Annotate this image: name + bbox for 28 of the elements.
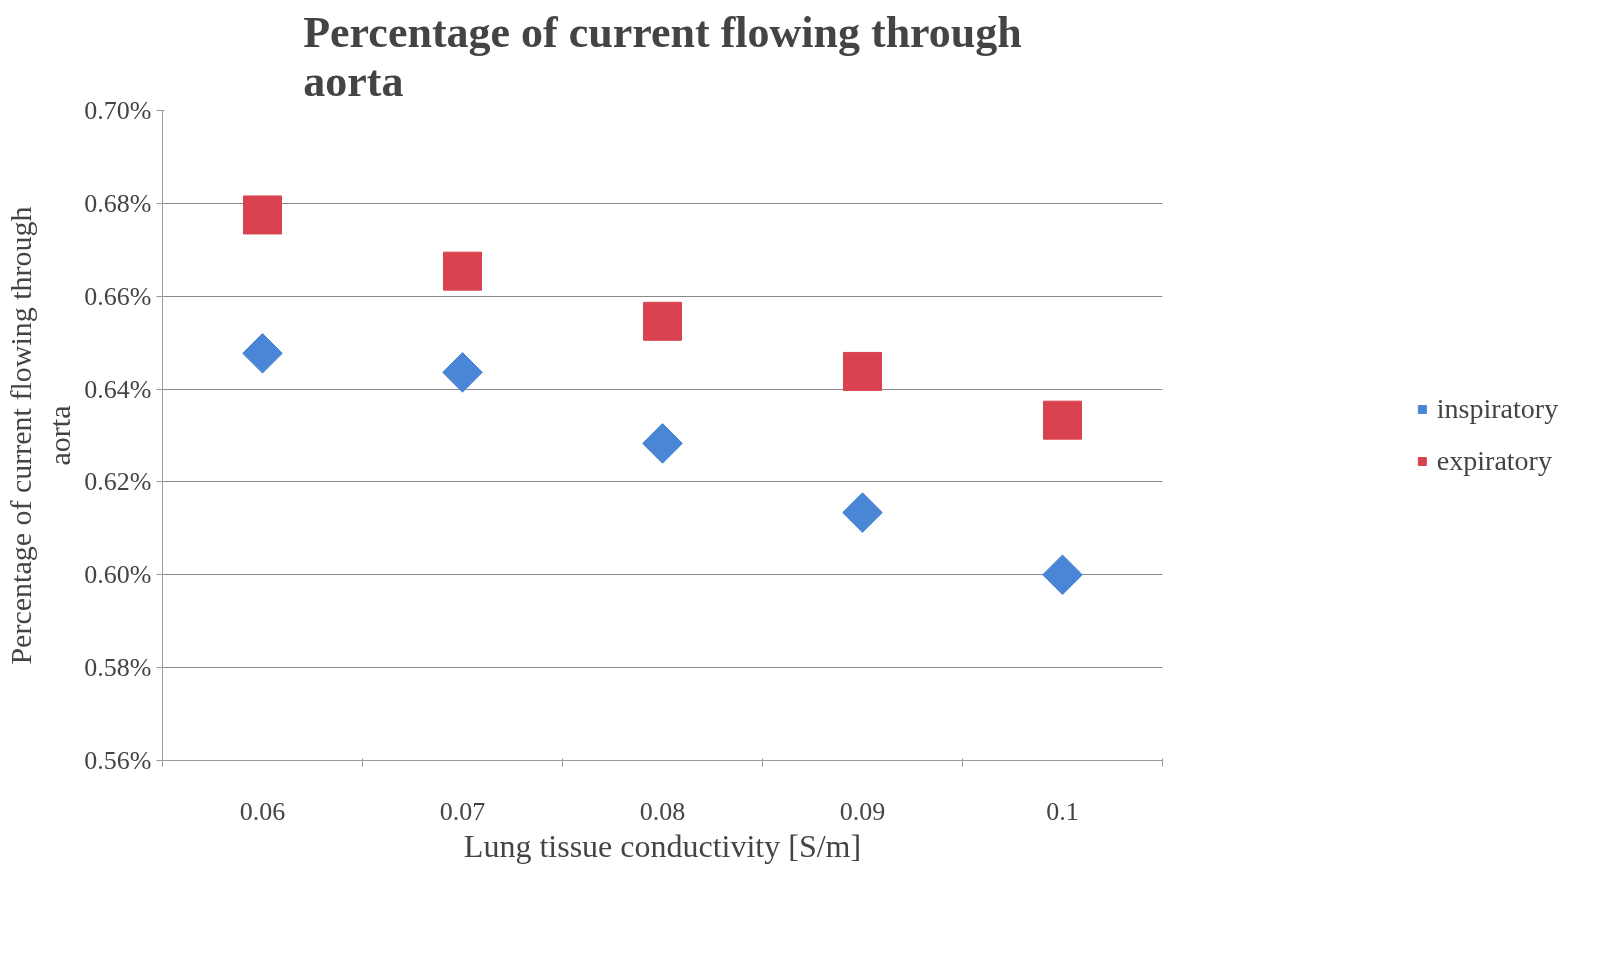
x-axis-title: Lung tissue conductivity [S/m] bbox=[463, 827, 862, 864]
x-tick-label: 0.08 bbox=[639, 796, 686, 826]
x-tick-label: 0.06 bbox=[239, 796, 286, 826]
point bbox=[643, 301, 682, 341]
chart-title: Percentage of current flowing through aorta bbox=[303, 7, 1022, 106]
point bbox=[443, 251, 482, 291]
y-tick-label: 0.56% bbox=[84, 746, 152, 775]
point bbox=[442, 352, 483, 393]
point bbox=[842, 492, 883, 533]
y-tick-label: 0.66% bbox=[84, 281, 152, 311]
x-tick-label: 0.1 bbox=[1046, 796, 1079, 826]
legend-label: expiratory bbox=[1436, 445, 1552, 477]
point bbox=[642, 423, 683, 464]
point bbox=[1042, 554, 1083, 596]
y-tick-label: 0.68% bbox=[84, 188, 152, 218]
y-axis-title: Percentage of current flowing through aorta bbox=[3, 206, 77, 665]
point bbox=[1043, 400, 1082, 440]
x-tick-label: 0.07 bbox=[439, 796, 486, 826]
y-tick-label: 0.60% bbox=[84, 560, 152, 590]
y-tick-label: 0.62% bbox=[84, 467, 152, 497]
point bbox=[843, 351, 882, 391]
point bbox=[242, 333, 283, 374]
y-tick-label: 0.70% bbox=[84, 96, 152, 125]
legend-label: inspiratory bbox=[1436, 393, 1559, 425]
point bbox=[243, 195, 282, 235]
y-tick-label: 0.58% bbox=[84, 653, 152, 683]
y-tick-label: 0.64% bbox=[84, 374, 152, 404]
x-tick-label: 0.09 bbox=[839, 796, 886, 826]
